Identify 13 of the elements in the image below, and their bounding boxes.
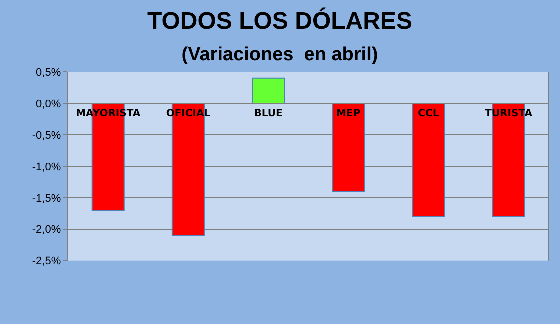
y-tick-label: 0,0% [36, 98, 62, 110]
y-tick-label: 0,5% [36, 66, 62, 79]
y-tick-label: -0,5% [32, 130, 62, 142]
x-tick-label: CCL [418, 108, 440, 120]
y-tick-label: -2,5% [32, 256, 62, 268]
y-tick-label: -1,5% [32, 192, 62, 205]
y-tick-label: -1,0% [32, 161, 62, 174]
chart-title: TODOS LOS DÓLARES [148, 7, 412, 36]
x-tick-label: MEP [336, 108, 361, 120]
x-tick-label: MAYORISTA [76, 108, 141, 120]
x-tick-label: BLUE [254, 108, 283, 120]
y-tick-label: -2,0% [32, 224, 62, 236]
chart-subtitle: (Variaciones en abril) [182, 44, 378, 66]
